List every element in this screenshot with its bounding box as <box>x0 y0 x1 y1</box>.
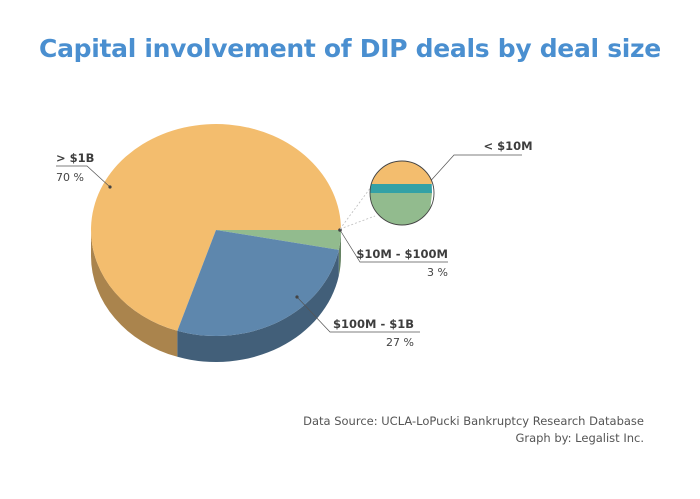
pct-gt-1b: 70 % <box>56 171 84 184</box>
leader-line-lt-10m <box>425 154 522 187</box>
pie-slice-gt-1b <box>91 123 341 331</box>
pie-top <box>91 123 341 336</box>
marker-10m-100m <box>338 228 342 232</box>
label-100m-1b: $100M - $1B <box>333 317 414 331</box>
label-gt-1b: > $1B <box>56 151 94 165</box>
pie-side-100m-1b <box>177 249 339 362</box>
data-source: Data Source: UCLA-LoPucki Bankruptcy Res… <box>303 414 644 428</box>
chart-title: Capital involvement of DIP deals by deal… <box>39 34 661 63</box>
marker-100m-1b <box>295 295 299 299</box>
pie-slice-10m-100m <box>216 230 341 250</box>
pie-slice-100m-1b <box>177 230 339 336</box>
leader-line-gt-1b <box>56 165 111 188</box>
inset-circle <box>369 160 435 226</box>
label-10m-100m: $10M - $100M <box>356 247 448 261</box>
graph-credit: Graph by: Legalist Inc. <box>515 431 644 445</box>
zoom-connector-upper <box>339 186 372 230</box>
label-lt-10m: < $10M <box>483 139 532 153</box>
pie-side-10m-100m <box>338 230 341 276</box>
leader-line-10m-100m <box>339 229 448 263</box>
marker-gt-1b <box>108 185 112 189</box>
pct-100m-1b: 27 % <box>386 336 414 349</box>
pie-sides <box>91 230 341 362</box>
leader-line-100m-1b <box>296 296 420 333</box>
pie-side-gt-1b <box>91 230 178 357</box>
inset-lt-10m-band <box>370 184 434 193</box>
pct-10m-100m: 3 % <box>427 266 448 279</box>
inset-magnifier <box>369 160 435 226</box>
